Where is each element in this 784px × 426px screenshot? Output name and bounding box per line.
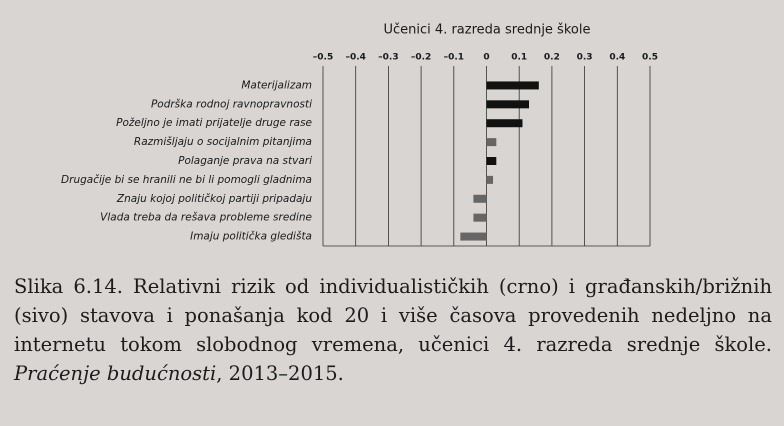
category-label: Poželjno je imati prijatelje druge rase	[116, 117, 312, 129]
bar	[486, 119, 523, 128]
x-tick-label: 0.5	[642, 53, 658, 63]
category-label: Znaju kojoj političkoj partiji pripadaju	[116, 193, 312, 205]
caption-years: , 2013–2015.	[216, 362, 344, 385]
bar	[460, 232, 487, 241]
x-tick-label: 0.3	[577, 53, 593, 63]
x-tick-label: –0.5	[313, 53, 333, 63]
bar	[486, 100, 530, 109]
chart: Učenici 4. razreda srednje škole –0.5 –0.…	[61, 23, 658, 247]
x-tick-label: –0.3	[378, 53, 398, 63]
caption: Slika 6.14. Relativni rizik od individua…	[14, 272, 772, 388]
category-label: Vlada treba da rešava probleme sredine	[100, 212, 312, 224]
bar	[473, 194, 487, 203]
category-label: Materijalizam	[241, 79, 312, 91]
category-label: Drugačije bi se hranili ne bi li pomogli…	[61, 174, 312, 186]
caption-label: Slika 6.14.	[14, 275, 123, 298]
x-tick-label: 0.1	[511, 53, 527, 63]
chart-title: Učenici 4. razreda srednje škole	[384, 23, 591, 38]
category-label: Polaganje prava na stvari	[178, 155, 312, 167]
x-tick-label: 0.2	[544, 53, 560, 63]
bar	[486, 138, 497, 147]
caption-source: Praćenje budućnosti	[14, 362, 217, 385]
bar	[486, 81, 539, 90]
bar	[486, 175, 494, 184]
x-tick-label: 0.4	[609, 53, 625, 63]
category-label: Razmišljaju o socijalnim pitanjima	[134, 136, 312, 148]
bar	[486, 157, 497, 165]
x-tick-label: –0.2	[411, 53, 431, 63]
category-label: Podrška rodnoj ravnopravnosti	[151, 98, 312, 110]
x-tick-label: 0	[483, 53, 489, 63]
x-tick-label: –0.4	[345, 53, 365, 63]
bar	[473, 213, 487, 222]
caption-text: Relativni rizik od individualističkih (c…	[14, 275, 772, 356]
x-tick-label: –0.1	[444, 53, 464, 63]
category-label: Imaju politička gledišta	[190, 231, 312, 243]
